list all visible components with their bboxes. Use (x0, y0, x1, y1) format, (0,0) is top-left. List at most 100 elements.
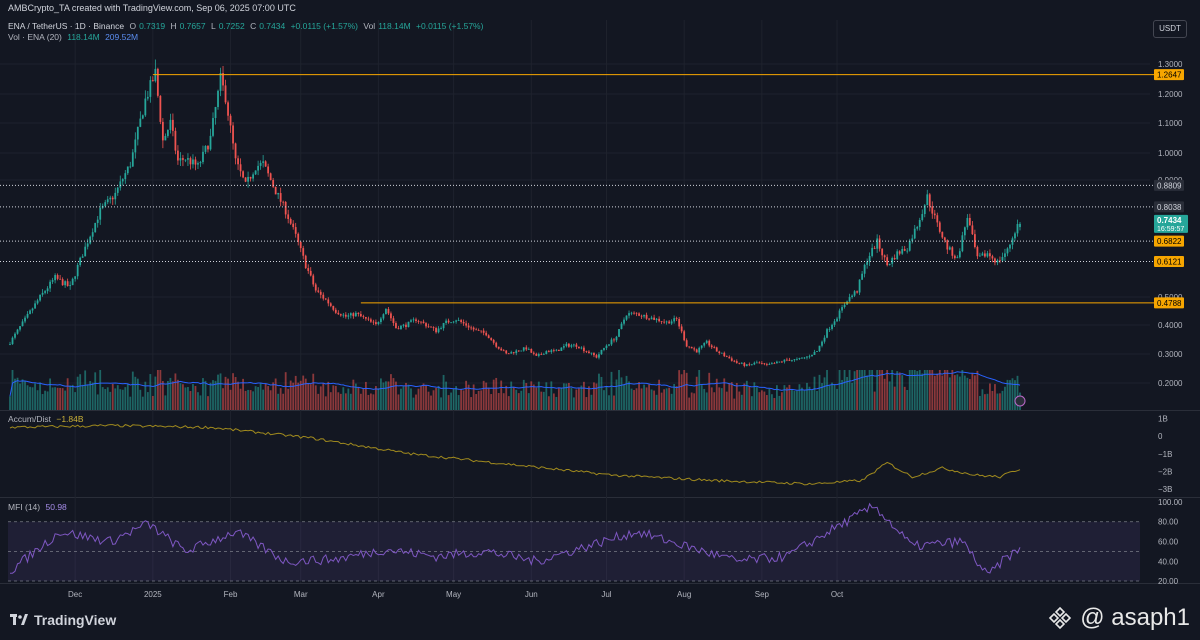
candle-body[interactable] (550, 350, 553, 353)
candle-body[interactable] (823, 337, 826, 342)
candle-body[interactable] (968, 217, 971, 226)
candle-body[interactable] (470, 327, 473, 329)
candle-body[interactable] (638, 313, 640, 316)
candle-body[interactable] (234, 143, 237, 159)
candle-body[interactable] (811, 354, 813, 357)
candle-body[interactable] (542, 354, 545, 355)
candle-body[interactable] (21, 321, 24, 327)
candle-body[interactable] (828, 328, 831, 330)
candle-body[interactable] (655, 318, 658, 320)
candle-body[interactable] (264, 161, 267, 167)
candle-body[interactable] (918, 219, 921, 227)
candle-body[interactable] (979, 255, 981, 257)
candle-body[interactable] (192, 159, 194, 165)
candle-body[interactable] (675, 318, 678, 320)
candle-body[interactable] (886, 257, 889, 266)
candle-body[interactable] (475, 329, 478, 331)
candle-body[interactable] (232, 125, 234, 144)
candle-body[interactable] (720, 352, 723, 354)
candle-body[interactable] (545, 351, 548, 355)
candle-body[interactable] (455, 320, 458, 322)
candle-body[interactable] (916, 226, 919, 229)
candle-body[interactable] (963, 227, 966, 236)
candle-body[interactable] (54, 275, 57, 281)
candle-body[interactable] (307, 268, 310, 271)
candle-body[interactable] (623, 319, 625, 324)
candle-body[interactable] (482, 330, 485, 333)
candle-body[interactable] (44, 291, 46, 293)
candle-body[interactable] (695, 349, 698, 353)
candle-body[interactable] (565, 343, 568, 347)
candle-body[interactable] (129, 166, 132, 168)
candle-body[interactable] (79, 257, 82, 265)
candle-body[interactable] (888, 263, 891, 266)
candle-body[interactable] (572, 344, 575, 346)
candle-body[interactable] (161, 121, 164, 141)
candle-body[interactable] (257, 165, 260, 171)
candle-body[interactable] (843, 304, 846, 308)
candle-body[interactable] (941, 231, 944, 238)
candle-body[interactable] (931, 206, 934, 214)
candle-body[interactable] (665, 321, 668, 323)
candle-body[interactable] (277, 193, 280, 195)
candle-body[interactable] (625, 315, 628, 320)
candle-body[interactable] (199, 162, 202, 164)
candle-body[interactable] (229, 115, 232, 126)
candle-body[interactable] (69, 285, 72, 287)
candle-body[interactable] (289, 218, 292, 224)
candle-body[interactable] (287, 214, 290, 219)
candle-body[interactable] (224, 85, 227, 103)
candle-body[interactable] (89, 236, 92, 244)
candle-body[interactable] (34, 303, 36, 309)
candle-body[interactable] (322, 294, 325, 299)
candle-body[interactable] (530, 348, 533, 353)
candle-body[interactable] (450, 322, 452, 324)
candle-body[interactable] (337, 312, 340, 315)
candle-body[interactable] (369, 319, 372, 322)
candle-body[interactable] (688, 346, 691, 348)
mfi-line[interactable] (10, 502, 1021, 574)
candle-body[interactable] (883, 255, 886, 258)
candle-body[interactable] (242, 171, 244, 178)
candle-body[interactable] (808, 356, 811, 358)
candle-body[interactable] (197, 163, 199, 165)
candle-body[interactable] (768, 364, 771, 365)
candle-body[interactable] (16, 329, 19, 334)
candle-body[interactable] (262, 161, 265, 163)
candle-body[interactable] (415, 319, 417, 321)
candle-body[interactable] (292, 223, 295, 228)
candle-body[interactable] (139, 118, 142, 127)
candle-body[interactable] (801, 357, 803, 359)
candle-body[interactable] (442, 322, 445, 329)
candle-body[interactable] (81, 256, 84, 258)
candle-body[interactable] (933, 213, 936, 216)
candle-body[interactable] (452, 321, 455, 323)
candle-body[interactable] (214, 107, 217, 119)
candle-body[interactable] (673, 318, 676, 322)
candle-body[interactable] (580, 347, 583, 349)
candle-body[interactable] (648, 318, 650, 320)
candle-body[interactable] (314, 284, 317, 291)
candle-body[interactable] (219, 73, 222, 91)
candle-body[interactable] (495, 342, 498, 347)
candle-body[interactable] (750, 364, 753, 366)
candle-body[interactable] (126, 166, 129, 174)
candle-body[interactable] (182, 158, 184, 160)
candle-body[interactable] (725, 356, 728, 357)
candle-body[interactable] (189, 158, 192, 165)
candle-body[interactable] (663, 321, 666, 323)
candle-body[interactable] (382, 314, 385, 319)
candle-body[interactable] (146, 96, 149, 99)
candle-body[interactable] (826, 329, 828, 338)
currency-button[interactable]: USDT (1153, 20, 1187, 38)
candle-body[interactable] (603, 348, 605, 350)
candle-body[interactable] (903, 249, 906, 251)
candle-body[interactable] (557, 349, 560, 351)
candle-body[interactable] (570, 345, 573, 347)
candle-body[interactable] (698, 347, 701, 353)
candle-body[interactable] (956, 257, 959, 259)
candle-body[interactable] (9, 344, 11, 345)
candle-body[interactable] (106, 199, 109, 203)
candle-body[interactable] (385, 309, 387, 315)
candle-body[interactable] (447, 320, 450, 323)
